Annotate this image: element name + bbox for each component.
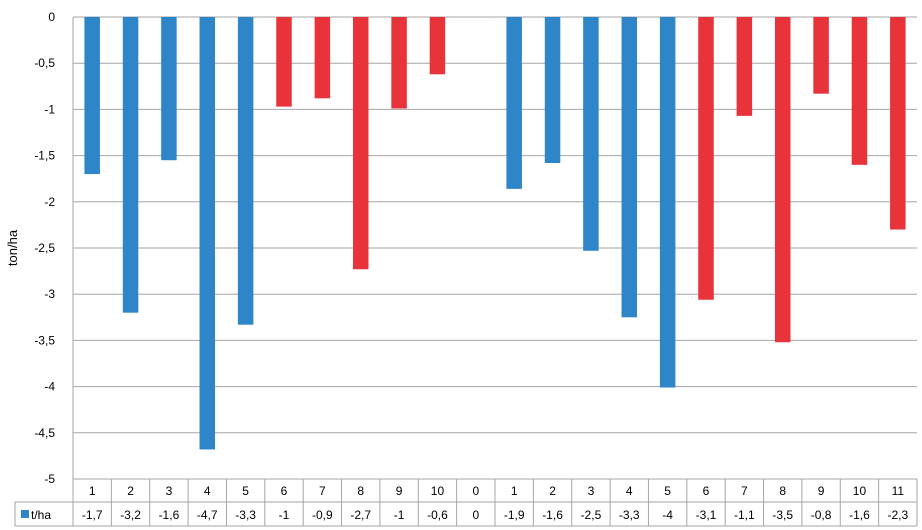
bar <box>659 17 676 388</box>
bar <box>84 17 100 175</box>
bar <box>161 17 177 161</box>
data-label: -0,9 <box>312 508 333 522</box>
category-label: 5 <box>242 484 249 498</box>
bar <box>774 17 791 343</box>
data-label: -3,1 <box>696 508 717 522</box>
data-label: 0 <box>472 508 479 522</box>
category-label: 0 <box>472 484 479 498</box>
bar <box>890 17 906 230</box>
data-label: -4,7 <box>197 508 218 522</box>
category-label: 9 <box>818 484 825 498</box>
bar <box>698 17 714 300</box>
y-tick-label: -1,5 <box>34 149 55 163</box>
bar <box>199 17 216 450</box>
category-label: 7 <box>741 484 748 498</box>
category-label: 3 <box>588 484 595 498</box>
y-tick-label: -4 <box>44 380 55 394</box>
y-tick-label: -4,5 <box>34 426 55 440</box>
y-tick-label: -2 <box>44 195 55 209</box>
data-label: -4 <box>662 508 673 522</box>
y-tick-label: -5 <box>44 472 55 486</box>
category-label: 1 <box>511 484 518 498</box>
bar <box>851 17 868 165</box>
category-label: 11 <box>892 484 905 498</box>
bar <box>506 17 522 189</box>
bars <box>84 17 906 450</box>
category-label: 6 <box>281 484 288 498</box>
category-label: 8 <box>357 484 364 498</box>
y-tick-label: -3,5 <box>34 333 55 347</box>
data-label: -2,3 <box>887 508 908 522</box>
data-label: -3,3 <box>235 508 256 522</box>
bar <box>544 17 561 163</box>
y-tick-label: -1 <box>44 102 55 116</box>
category-label: 5 <box>664 484 671 498</box>
category-label: 8 <box>779 484 786 498</box>
data-label: -0,8 <box>811 508 832 522</box>
bar <box>314 17 331 99</box>
legend-swatch <box>21 510 29 518</box>
data-label: -3,5 <box>772 508 793 522</box>
data-label: -1 <box>279 508 290 522</box>
data-table: t/ha 1 -1,7 2 -3,2 3 -1,6 4 -4,7 5 -3,3 6 -1 7 -0,9 8 -… <box>14 478 918 527</box>
bar <box>429 17 446 75</box>
data-label: -1,6 <box>159 508 180 522</box>
y-tick-label: 0 <box>48 10 55 24</box>
category-label: 7 <box>319 484 326 498</box>
legend-label: t/ha <box>31 508 51 522</box>
data-label: -0,6 <box>427 508 448 522</box>
category-label: 2 <box>127 484 134 498</box>
category-label: 4 <box>204 484 211 498</box>
y-tick-label: -2,5 <box>34 241 55 255</box>
data-label: -3,3 <box>619 508 640 522</box>
category-label: 6 <box>703 484 710 498</box>
category-label: 3 <box>166 484 173 498</box>
y-tick-label: -3 <box>44 287 55 301</box>
category-label: 10 <box>853 484 867 498</box>
bar <box>621 17 638 318</box>
bar <box>813 17 829 94</box>
data-label: -3,2 <box>120 508 141 522</box>
bar <box>391 17 407 109</box>
bar <box>237 17 254 325</box>
data-label: -1 <box>394 508 405 522</box>
data-label: -1,9 <box>504 508 525 522</box>
category-label: 2 <box>549 484 556 498</box>
bar <box>352 17 369 270</box>
category-label: 4 <box>626 484 633 498</box>
bar <box>583 17 599 251</box>
data-label: -1,6 <box>849 508 870 522</box>
y-tick-label: -0,5 <box>34 56 55 70</box>
bar <box>122 17 139 313</box>
data-label: -1,6 <box>542 508 563 522</box>
y-axis-title: ton/ha <box>5 229 20 266</box>
category-label: 9 <box>396 484 403 498</box>
data-label: -2,5 <box>581 508 602 522</box>
category-label: 10 <box>431 484 445 498</box>
data-label: -1,1 <box>734 508 755 522</box>
data-label: -1,7 <box>82 508 103 522</box>
data-label: -2,7 <box>350 508 371 522</box>
category-label: 1 <box>89 484 96 498</box>
y-axis-ticks: 0 -0,5 -1 -1,5 -2 -2,5 -3 -3,5 -4 -4,5 -5 <box>34 10 55 486</box>
bar <box>736 17 753 116</box>
bar <box>276 17 292 107</box>
